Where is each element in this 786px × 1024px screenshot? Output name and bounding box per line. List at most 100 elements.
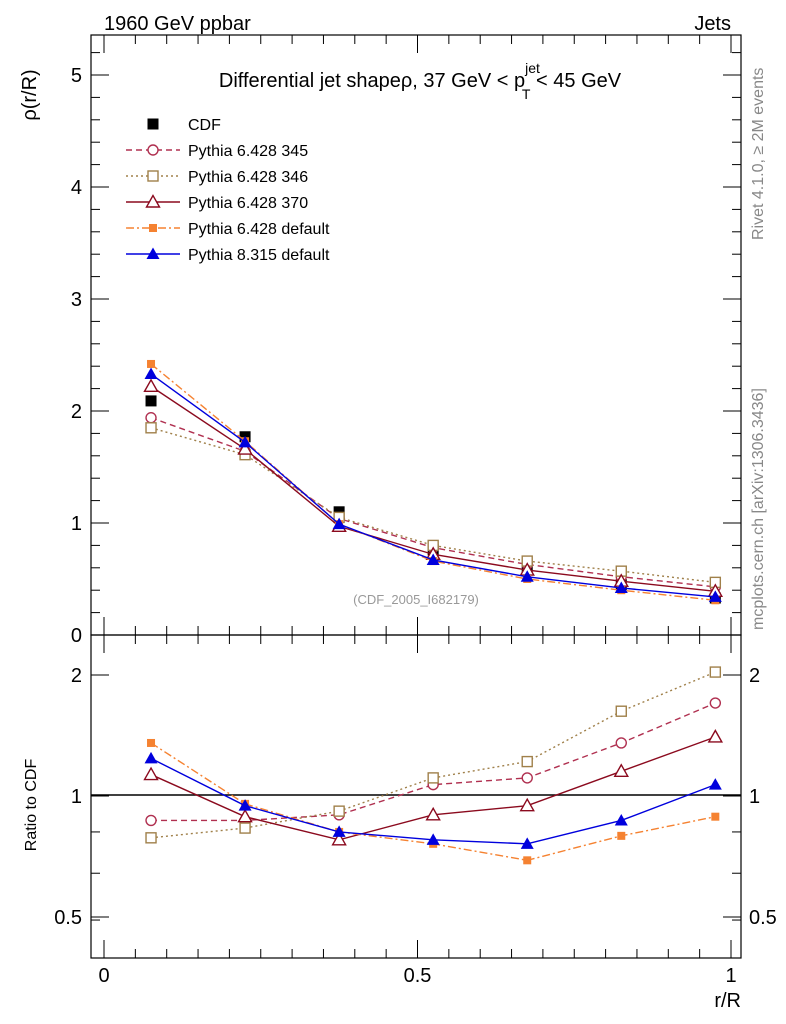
legend-entry: Pythia 6.428 346 [126, 169, 308, 186]
ratio-data-point [711, 812, 720, 821]
main-y-tick-label: 0 [71, 625, 82, 647]
ratio-data-point [147, 738, 156, 747]
ratio-y-tick-label-right: 2 [749, 665, 760, 687]
legend-label: Pythia 6.428 default [188, 221, 330, 238]
main-data-point [238, 435, 252, 448]
ratio-data-point [143, 766, 159, 781]
main-series-0 [145, 395, 721, 604]
ratio-data-point [237, 808, 253, 823]
legend-entry: Pythia 6.428 345 [126, 143, 308, 160]
ratio-data-point [521, 755, 533, 768]
main-y-tick-label: 4 [71, 177, 82, 199]
ratio-data-point [144, 751, 158, 764]
main-data-point [145, 412, 157, 424]
legend-marker [147, 144, 159, 156]
ratio-series-line [150, 757, 716, 845]
ratio-plot-frame [90, 634, 742, 959]
ratio-y-tick-label-right: 0.5 [749, 907, 777, 929]
x-tick-label: 0 [98, 965, 109, 987]
ratio-y-tick-label: 0.5 [54, 907, 82, 929]
main-y-tick-labels: 0 1 2 3 4 5 [71, 65, 82, 647]
legend-entry: Pythia 6.428 370 [126, 194, 308, 212]
ratio-data-point [617, 831, 626, 840]
ratio-data-point [239, 822, 251, 834]
ratio-data-point [333, 805, 345, 817]
ratio-data-point [519, 797, 535, 812]
ratio-series-group [143, 666, 724, 865]
main-data-point [145, 422, 157, 434]
ratio-data-point [426, 833, 440, 845]
ratio-data-point [707, 729, 724, 743]
x-tick-label: 1 [725, 965, 736, 987]
main-data-point [237, 441, 253, 455]
ratio-y-tick-label: 1 [71, 786, 82, 808]
legend-label: Pythia 6.428 346 [188, 169, 308, 186]
ratio-data-point [613, 763, 629, 777]
legend-label: Pythia 6.428 345 [188, 143, 308, 160]
ratio-data-point [709, 697, 722, 709]
legend-label: CDF [188, 117, 221, 134]
ratio-plot-panel: 0.5 0.51 12 2 0 0.5 1 Ratio to CDF r/R [23, 634, 777, 1012]
main-y-tick-label: 2 [71, 401, 82, 423]
header-right: Jets [694, 13, 731, 35]
ratio-data-point [145, 814, 157, 827]
ratio-data-point [614, 813, 628, 826]
main-data-point [520, 570, 534, 582]
x-tick-labels: 0 0.5 1 [98, 965, 736, 987]
ratio-series-1 [145, 666, 722, 844]
ratio-series-line [151, 702, 716, 822]
ratio-y-tick-labels: 0.5 0.5 1 1 2 2 [54, 665, 777, 929]
main-data-point [144, 367, 158, 380]
ratio-y-tick-label: 2 [71, 665, 82, 687]
main-y-tick-label: 1 [71, 513, 82, 535]
analysis-watermark: (CDF_2005_I682179) [353, 592, 479, 607]
x-axis-label: r/R [714, 990, 741, 1012]
ratio-series-3 [147, 738, 720, 865]
legend-label: Pythia 8.315 default [188, 247, 330, 264]
ratio-data-point [238, 799, 252, 811]
legend-marker [147, 118, 159, 130]
legend-marker [146, 247, 160, 259]
ratio-data-point [145, 832, 157, 844]
legend-marker [145, 194, 161, 208]
legend-entry: CDF [147, 117, 221, 134]
main-axis-ticks [91, 35, 741, 636]
ratio-data-point [523, 856, 532, 865]
ratio-data-point [708, 778, 722, 790]
main-series-group [143, 359, 724, 605]
ratio-data-point [520, 837, 534, 849]
ratio-data-point [615, 737, 627, 749]
main-y-tick-label: 3 [71, 289, 82, 311]
ratio-series-2 [143, 729, 724, 846]
main-series-5 [144, 367, 722, 602]
ratio-data-point [332, 825, 346, 837]
ratio-data-point [427, 772, 439, 784]
ratio-axis-ticks [91, 635, 741, 958]
ratio-data-point [615, 705, 627, 717]
legend-entry: Pythia 6.428 default [126, 221, 330, 238]
legend-marker [147, 170, 159, 182]
ratio-data-point [425, 806, 441, 821]
legend-entry: Pythia 8.315 default [126, 247, 330, 264]
ratio-series-0 [145, 697, 722, 827]
main-data-point [708, 590, 722, 602]
main-series-4 [147, 359, 720, 605]
ratio-y-tick-label-right: 1 [749, 786, 760, 808]
ratio-data-point [331, 831, 347, 846]
legend-marker [149, 224, 157, 232]
main-plot-title: Differential jet shapeρ, 37 GeV < pjet T … [219, 60, 622, 102]
main-data-point [426, 553, 440, 565]
main-plot-panel: 0 1 2 3 4 5 ρ(r/R) Differential jet shapeρ, 3… [19, 34, 742, 647]
legend-label: Pythia 6.428 370 [188, 195, 308, 212]
main-y-axis-label: ρ(r/R) [19, 69, 41, 120]
main-data-point [614, 581, 628, 593]
ratio-series-4 [144, 751, 722, 849]
legend: CDF Pythia 6.428 345 Pythia 6.428 346 Pythi… [126, 117, 330, 264]
main-data-point [332, 517, 346, 530]
side-label-top: Rivet 4.1.0, ≥ 2M events [750, 68, 767, 240]
header-left: 1960 GeV ppbar [104, 13, 251, 35]
main-data-point [143, 378, 159, 393]
ratio-data-point [521, 772, 533, 784]
main-y-tick-label: 5 [71, 65, 82, 87]
